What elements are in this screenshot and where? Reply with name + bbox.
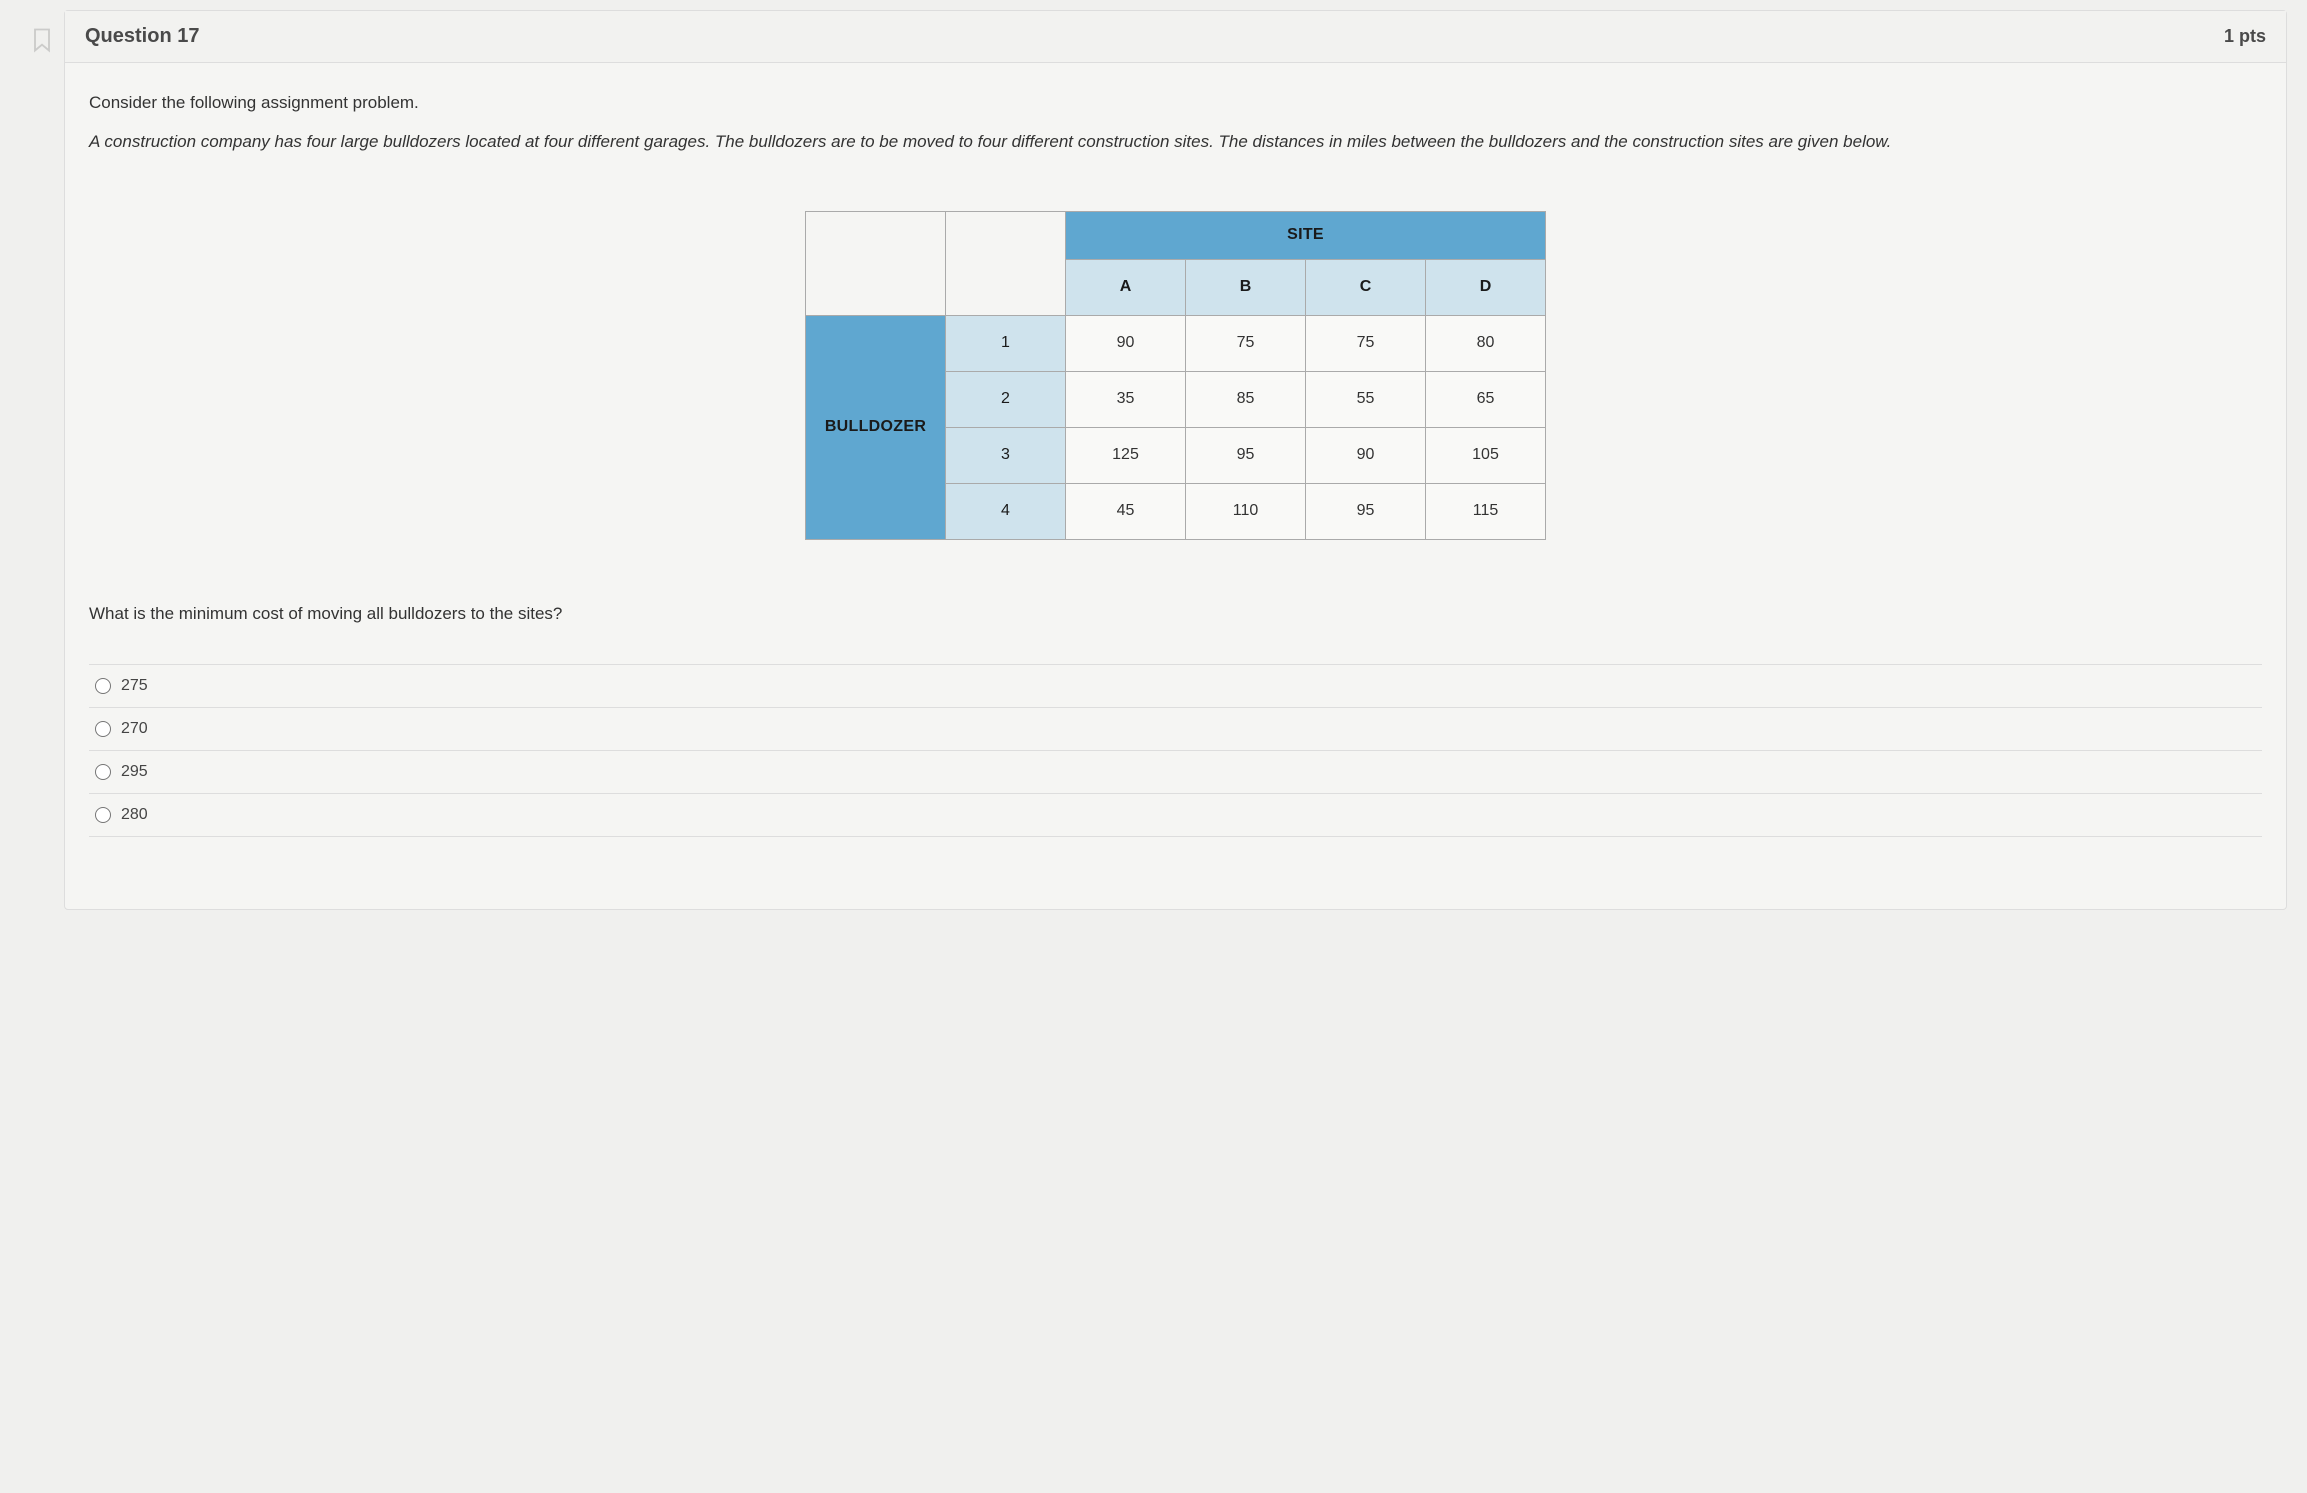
cell-1b: 75 xyxy=(1186,315,1306,371)
question-points: 1 pts xyxy=(2224,26,2266,47)
question-header: Question 17 1 pts xyxy=(65,11,2286,63)
row-label-1: 1 xyxy=(946,315,1066,371)
table-corner xyxy=(806,211,946,315)
row-label-2: 2 xyxy=(946,371,1066,427)
intro-text: Consider the following assignment proble… xyxy=(89,93,2262,113)
radio-275[interactable] xyxy=(95,678,111,694)
cell-2b: 85 xyxy=(1186,371,1306,427)
option-label: 270 xyxy=(121,720,148,738)
cell-3a: 125 xyxy=(1066,427,1186,483)
answer-option-280[interactable]: 280 xyxy=(89,794,2262,837)
cell-4a: 45 xyxy=(1066,483,1186,539)
question-body: Consider the following assignment proble… xyxy=(65,63,2286,867)
radio-270[interactable] xyxy=(95,721,111,737)
site-header: SITE xyxy=(1066,211,1546,259)
followup-text: What is the minimum cost of moving all b… xyxy=(89,604,2262,624)
answer-option-270[interactable]: 270 xyxy=(89,708,2262,751)
row-label-4: 4 xyxy=(946,483,1066,539)
col-header-a: A xyxy=(1066,259,1186,315)
row-label-3: 3 xyxy=(946,427,1066,483)
cell-1d: 80 xyxy=(1426,315,1546,371)
scenario-text: A construction company has four large bu… xyxy=(89,129,2262,155)
cell-1c: 75 xyxy=(1306,315,1426,371)
answer-options: 275 270 295 280 xyxy=(89,664,2262,837)
col-header-d: D xyxy=(1426,259,1546,315)
cell-4c: 95 xyxy=(1306,483,1426,539)
cell-3c: 90 xyxy=(1306,427,1426,483)
table-corner xyxy=(946,211,1066,315)
radio-280[interactable] xyxy=(95,807,111,823)
bulldozer-header: BULLDOZER xyxy=(806,315,946,539)
cell-1a: 90 xyxy=(1066,315,1186,371)
cell-4b: 110 xyxy=(1186,483,1306,539)
cell-2c: 55 xyxy=(1306,371,1426,427)
cell-4d: 115 xyxy=(1426,483,1546,539)
col-header-c: C xyxy=(1306,259,1426,315)
col-header-b: B xyxy=(1186,259,1306,315)
radio-295[interactable] xyxy=(95,764,111,780)
option-label: 275 xyxy=(121,677,148,695)
question-title: Question 17 xyxy=(85,25,199,48)
answer-option-275[interactable]: 275 xyxy=(89,665,2262,708)
question-card: Question 17 1 pts Consider the following… xyxy=(64,10,2287,910)
cell-2a: 35 xyxy=(1066,371,1186,427)
distance-table: SITE A B C D BULLDOZER 1 90 75 75 80 xyxy=(805,211,1546,540)
option-label: 280 xyxy=(121,806,148,824)
distance-table-wrap: SITE A B C D BULLDOZER 1 90 75 75 80 xyxy=(89,211,2262,540)
cell-3d: 105 xyxy=(1426,427,1546,483)
cell-2d: 65 xyxy=(1426,371,1546,427)
answer-option-295[interactable]: 295 xyxy=(89,751,2262,794)
cell-3b: 95 xyxy=(1186,427,1306,483)
bookmark-icon[interactable] xyxy=(28,26,56,54)
option-label: 295 xyxy=(121,763,148,781)
